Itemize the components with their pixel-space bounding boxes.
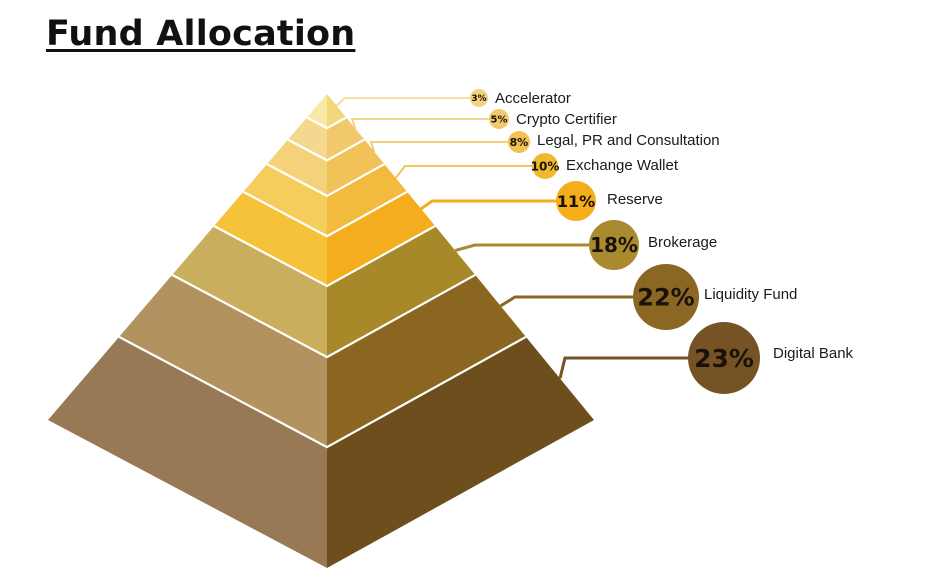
- layer-label-legal-pr-and-consultation: Legal, PR and Consultation: [537, 132, 720, 149]
- percent-value-liquidity-fund: 22%: [637, 284, 694, 312]
- pyramid-layer-brokerage-right: [327, 226, 476, 358]
- pyramid-layer-exchange-wallet-left: [243, 164, 327, 237]
- leader-line-digital-bank: [558, 356, 688, 379]
- leader-line-legal-pr-and-consultation: [369, 141, 508, 153]
- leader-line-brokerage: [454, 243, 589, 252]
- pyramid-layer-divider: [213, 225, 436, 288]
- percent-value-brokerage: 18%: [590, 233, 638, 257]
- percent-bubble-legal-pr-and-consultation: [508, 131, 530, 153]
- pyramid-layer-reserve-right: [327, 191, 436, 286]
- pyramid-layer-divider: [171, 273, 476, 359]
- leader-line-crypto-certifier: [350, 118, 489, 129]
- layer-label-exchange-wallet: Exchange Wallet: [566, 157, 679, 174]
- percent-bubble-crypto-certifier: [489, 109, 509, 129]
- pyramid-layer-divider: [118, 335, 527, 449]
- pyramid-layer-reserve-left: [214, 191, 327, 286]
- layer-label-crypto-certifier: Crypto Certifier: [516, 111, 617, 128]
- pyramid-layer-crypto-certifier-left: [287, 117, 327, 161]
- percent-bubble-reserve: [556, 181, 596, 221]
- pyramid-layer-divider: [306, 116, 347, 130]
- percent-value-accelerator: 3%: [471, 94, 486, 104]
- pyramid-layer-crypto-certifier-right: [327, 117, 365, 161]
- pyramid-layer-divider: [242, 190, 408, 238]
- pyramid-layer-digital-bank-right: [327, 336, 594, 568]
- leader-line-liquidity-fund: [499, 295, 633, 308]
- percent-value-crypto-certifier: 5%: [491, 115, 508, 126]
- percent-value-reserve: 11%: [557, 192, 595, 211]
- percent-bubble-brokerage: [589, 220, 639, 270]
- pyramid-layer-exchange-wallet-right: [327, 164, 408, 237]
- pyramid-layer-liquidity-fund-right: [327, 274, 526, 448]
- leader-line-reserve: [420, 199, 556, 211]
- pyramid-layer-divider: [287, 138, 365, 162]
- percent-bubble-liquidity-fund: [633, 264, 699, 330]
- pyramid-layer-legal-pr-and-consultation-left: [267, 139, 327, 196]
- page-title: Fund Allocation: [46, 14, 356, 54]
- pyramid-layer-digital-bank-left: [48, 336, 327, 568]
- leader-line-accelerator: [335, 97, 470, 107]
- percent-value-exchange-wallet: 10%: [531, 159, 560, 173]
- layer-label-brokerage: Brokerage: [648, 234, 717, 251]
- pyramid-layer-brokerage-left: [172, 226, 327, 358]
- leader-line-exchange-wallet: [395, 165, 532, 179]
- layer-label-accelerator: Accelerator: [495, 90, 571, 107]
- pyramid-layer-liquidity-fund-left: [119, 274, 327, 448]
- layer-label-liquidity-fund: Liquidity Fund: [704, 286, 797, 303]
- percent-bubble-accelerator: [470, 89, 488, 107]
- percent-bubble-digital-bank: [688, 322, 760, 394]
- percent-value-digital-bank: 23%: [694, 344, 754, 373]
- percent-value-legal-pr-and-consultation: 8%: [510, 136, 529, 149]
- layer-label-digital-bank: Digital Bank: [773, 345, 854, 362]
- pyramid-layer-divider: [266, 163, 385, 198]
- layer-label-reserve: Reserve: [607, 191, 663, 208]
- percent-bubble-exchange-wallet: [532, 153, 558, 179]
